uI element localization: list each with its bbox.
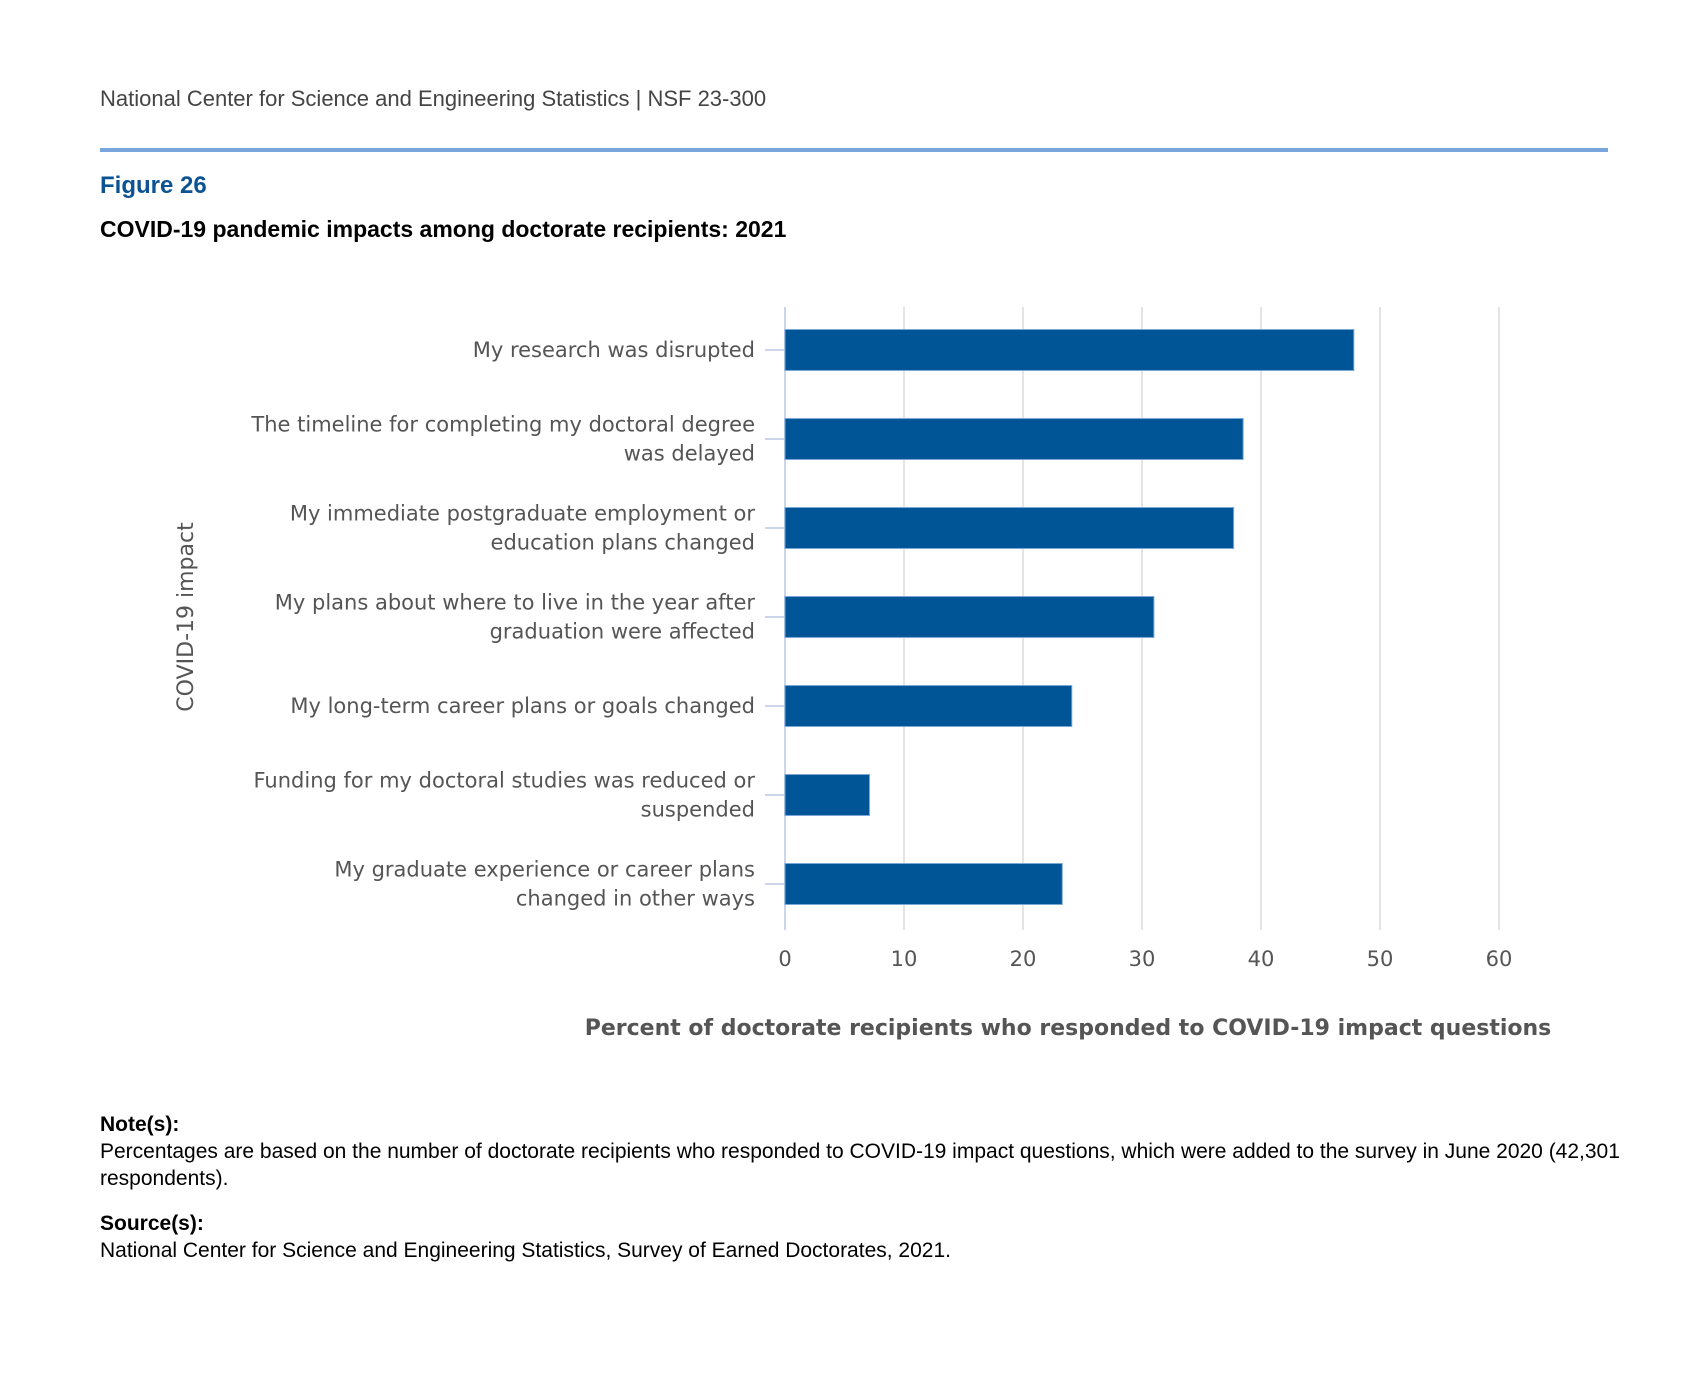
bar (784, 596, 1155, 638)
source-heading: Source(s): (100, 1212, 204, 1235)
bar (784, 863, 1063, 905)
x-tick-label: 50 (1367, 947, 1394, 971)
bar (784, 685, 1073, 727)
y-axis-title: COVID-19 impact (174, 522, 199, 712)
x-tick-label: 40 (1248, 947, 1275, 971)
category-label: The timeline for completing my doctoral … (250, 413, 755, 466)
x-tick-label: 10 (891, 947, 918, 971)
category-labels: My research was disrupted The timeline fo… (250, 338, 755, 911)
x-tick-label: 60 (1486, 947, 1513, 971)
x-tick-label: 30 (1129, 947, 1156, 971)
bar (784, 507, 1235, 549)
header-rule (100, 148, 1608, 152)
x-tick-label: 20 (1010, 947, 1037, 971)
category-label: My long-term career plans or goals chang… (290, 694, 755, 718)
bar (784, 774, 870, 816)
category-label: My plans about where to live in the year… (275, 591, 756, 644)
category-label: My research was disrupted (473, 338, 755, 362)
note-heading: Note(s): (100, 1113, 180, 1136)
x-tick-labels: 0 10 20 30 40 50 60 (778, 947, 1512, 971)
category-label: My immediate postgraduate employment or e… (290, 502, 756, 555)
source-text: National Center for Science and Engineer… (100, 1239, 951, 1262)
report-header: National Center for Science and Engineer… (100, 86, 767, 111)
bar (784, 329, 1355, 371)
x-axis-title: Percent of doctorate recipients who resp… (585, 1016, 1552, 1041)
category-label: Funding for my doctoral studies was redu… (254, 769, 756, 822)
category-label: My graduate experience or career plans ch… (334, 858, 755, 911)
bar (784, 418, 1244, 460)
bars (784, 329, 1355, 905)
note-text: Percentages are based on the number of d… (100, 1140, 1620, 1190)
x-tick-label: 0 (778, 947, 791, 971)
bar-chart: My research was disrupted The timeline fo… (174, 307, 1552, 1041)
figure-label: Figure 26 (100, 172, 207, 199)
figure-title: COVID-19 pandemic impacts among doctorat… (100, 216, 787, 242)
notes-section: Note(s): Percentages are based on the nu… (100, 1111, 1620, 1282)
